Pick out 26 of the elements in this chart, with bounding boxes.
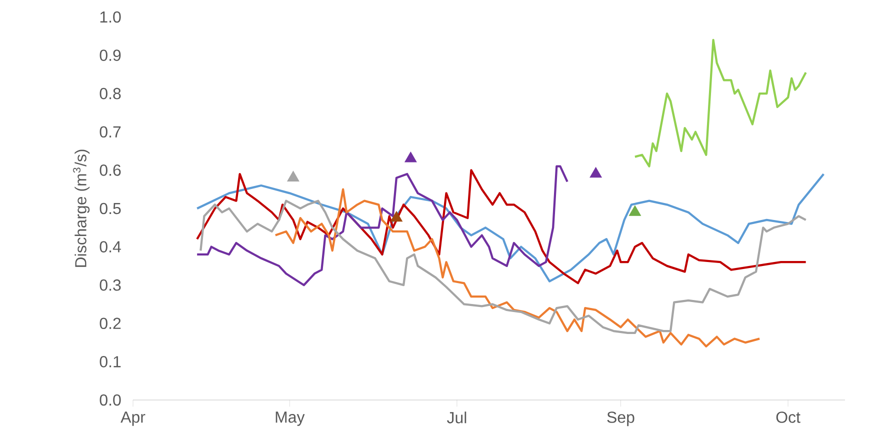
point <box>390 211 402 222</box>
y-tick-label: 0.1 <box>100 356 121 368</box>
x-tick-label: May <box>276 412 305 426</box>
x-tick-label: Jul <box>446 412 466 424</box>
point <box>287 170 300 182</box>
y-tick-label: 0.0 <box>100 394 121 406</box>
x-tick-label: Sep <box>607 412 634 426</box>
y-tick-label: 0.4 <box>100 241 121 252</box>
point <box>628 205 642 216</box>
y-tick-label: 0.6 <box>100 164 121 176</box>
y-tick-label: 1.0 <box>100 11 121 23</box>
line-series <box>634 38 807 168</box>
y-axis-title: Discharge (m$^{3}$/s) <box>73 150 90 267</box>
y-tick-label: 0.7 <box>100 126 121 138</box>
point <box>404 152 417 162</box>
x-tick-label: Oct <box>776 412 800 423</box>
point <box>590 167 602 178</box>
line-series <box>274 188 761 348</box>
y-tick-label: 0.3 <box>100 279 121 291</box>
y-tick-label: 0.9 <box>100 50 121 61</box>
line-series <box>196 165 568 286</box>
x-tick-label: Apr <box>120 412 146 426</box>
y-tick-label: 0.2 <box>100 318 121 330</box>
y-tick-label: 0.8 <box>100 88 121 100</box>
line-series <box>200 200 807 334</box>
y-tick-label: 0.5 <box>100 202 121 214</box>
